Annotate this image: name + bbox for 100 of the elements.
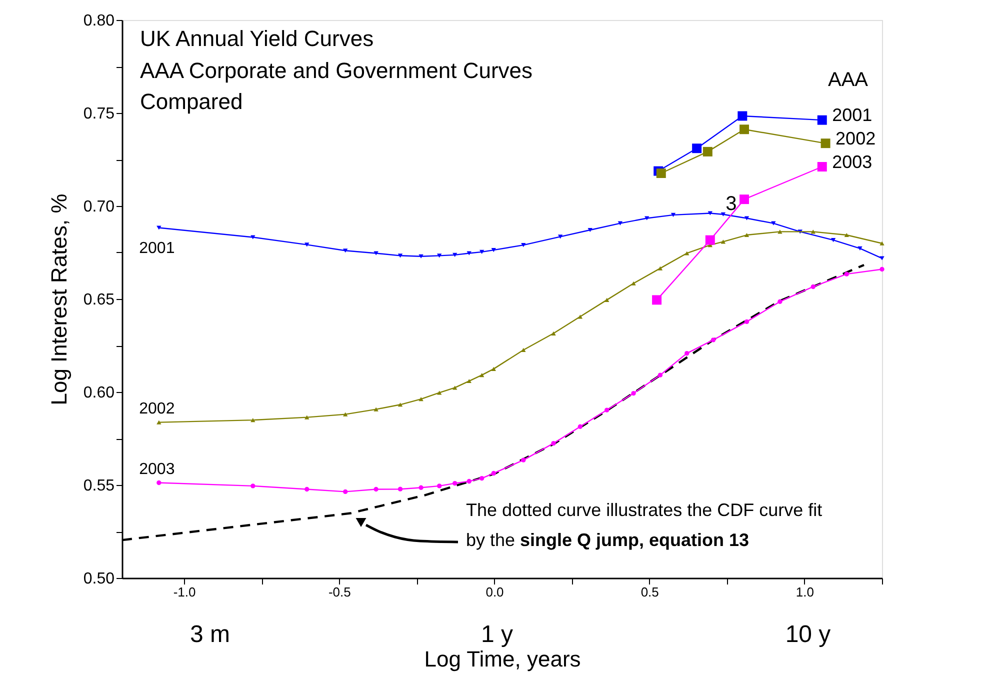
point [744,216,750,220]
point [656,168,666,178]
point [156,480,162,486]
point [374,486,378,492]
point [250,484,256,488]
y-tick-label: 0.65 [83,292,115,308]
y-tick-label: 0.55 [83,478,115,494]
point [880,241,884,246]
point [604,408,610,412]
point [578,314,583,319]
point [631,281,636,286]
x-tick-label: 1.0 [796,584,814,600]
point [631,390,636,396]
y-tick-label: 0.75 [83,106,115,122]
point [398,486,403,492]
text: 10 y [785,621,831,648]
point [880,266,884,272]
point [817,115,827,125]
point [479,250,484,254]
point [588,228,592,232]
point [491,470,496,476]
series-label: 2001 [832,105,872,126]
point [551,440,556,446]
point [436,484,442,488]
series-label: 2001 [139,240,175,257]
point [343,489,348,494]
point [684,350,690,356]
point [744,319,750,324]
text: 3 m [190,621,230,648]
point [374,407,378,412]
point [491,366,496,371]
point [858,246,862,250]
series-label: 2002 [139,400,175,418]
point [844,272,849,276]
y-tick-label: 0.80 [83,12,115,30]
point [644,216,650,220]
point [521,243,526,248]
point [810,284,816,290]
point [604,298,610,302]
point [466,251,472,256]
point [778,299,782,304]
y-tick-label: 0.70 [83,198,115,216]
point [466,478,472,484]
y-tick-label: 0.50 [83,570,115,588]
point [844,232,849,238]
text: AAA Corporate and Government Curves Compared [140,58,533,114]
point [418,254,424,258]
point [692,144,702,154]
chart-title: UK Annual Yield Curves [140,26,374,51]
point [658,266,663,270]
point [684,251,690,256]
point [820,138,830,148]
point [740,194,750,204]
point [710,338,716,342]
point [558,234,563,239]
point [521,458,526,462]
point [156,420,162,424]
point [817,162,827,172]
point [250,235,256,240]
x-tick-label: 0.5 [640,584,659,600]
point [744,232,750,238]
point [652,295,662,305]
annotation: AAA [828,69,869,91]
x-tick-label: -1.0 [173,584,196,600]
point [398,402,403,407]
point [418,485,424,490]
point [740,124,750,134]
point [551,331,556,336]
point [479,476,484,481]
point [374,251,378,256]
series-label: 2003 [832,152,872,172]
point [578,424,583,429]
point [521,348,526,352]
point [436,254,442,258]
point [670,212,676,217]
point [250,418,256,422]
point [452,480,458,486]
annotation: single Q jump, equation 13 [520,530,750,550]
y-axis-title: Log Interest Rates, % [46,194,72,406]
point [343,248,348,253]
y-tick-label: 0.60 [83,384,115,402]
point [304,242,310,247]
point [720,212,726,216]
point [304,415,310,420]
point [304,486,310,492]
point [738,111,748,121]
point [398,254,403,258]
point [452,252,458,257]
point [880,256,884,260]
annotation: The dotted curve illustrates the CDF curve fit [466,500,822,520]
series-label: 2003 [139,460,175,478]
x-axis-title: Log Time, years [424,646,581,672]
point [343,412,348,416]
text: 1 y [480,621,514,648]
point [466,378,472,384]
point [708,211,712,216]
point [452,386,458,390]
point [830,238,836,242]
point [479,373,484,378]
x-tick-label: 0.0 [486,584,504,600]
